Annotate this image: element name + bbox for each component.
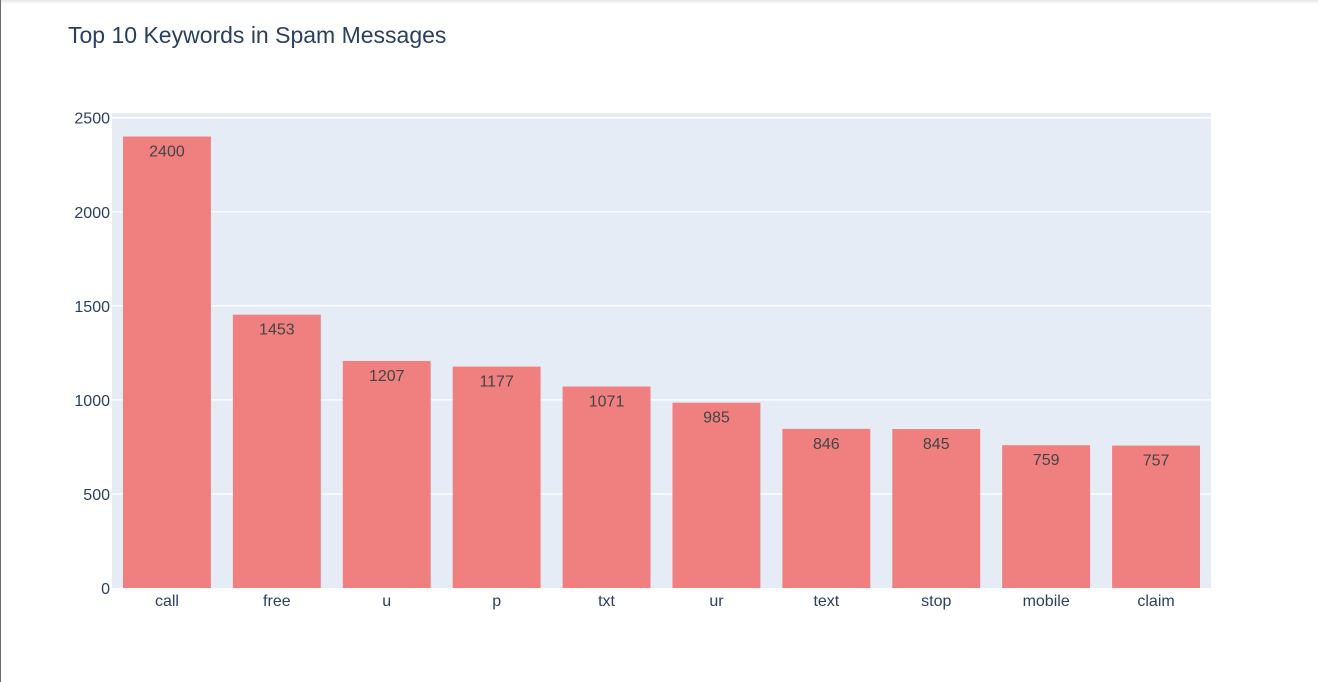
bar [782, 428, 871, 588]
bar [1112, 445, 1201, 588]
bar [122, 136, 211, 589]
y-tick-label: 1000 [74, 393, 110, 410]
chart-title: Top 10 Keywords in Spam Messages [68, 22, 447, 48]
bar [562, 386, 651, 588]
y-tick-label: 1500 [74, 299, 110, 316]
x-tick-label: ur [709, 593, 724, 610]
x-tick-label: claim [1137, 593, 1174, 610]
x-tick-label: call [155, 593, 179, 610]
x-tick-label: stop [921, 593, 951, 610]
x-tick-label: u [382, 593, 391, 610]
y-tick-label: 2500 [74, 111, 110, 128]
x-tick-label: mobile [1023, 593, 1070, 610]
bar-value-label: 757 [1143, 453, 1170, 470]
bar [342, 360, 431, 588]
y-tick-label: 0 [101, 581, 110, 598]
bar-value-label: 2400 [149, 144, 185, 161]
x-tick-label: p [492, 593, 501, 610]
bar [892, 429, 981, 588]
bar-value-label: 845 [923, 436, 950, 453]
y-tick-label: 2000 [74, 205, 110, 222]
bar-value-label: 1177 [479, 374, 514, 391]
bar-value-label: 985 [703, 410, 730, 427]
bar-value-label: 759 [1033, 452, 1060, 469]
bar-value-label: 1453 [259, 322, 295, 339]
bar-value-label: 1207 [369, 368, 405, 385]
bar [452, 366, 541, 588]
x-tick-label: txt [598, 593, 615, 610]
x-tick-label: text [813, 593, 839, 610]
x-tick-label: free [263, 593, 291, 610]
bar [1002, 445, 1091, 588]
bar [232, 314, 321, 588]
top-shadow [1, 0, 1318, 4]
bar [672, 402, 761, 588]
y-tick-label: 500 [83, 487, 110, 504]
bar-value-label: 846 [813, 436, 840, 453]
bar-value-label: 1071 [589, 394, 625, 411]
